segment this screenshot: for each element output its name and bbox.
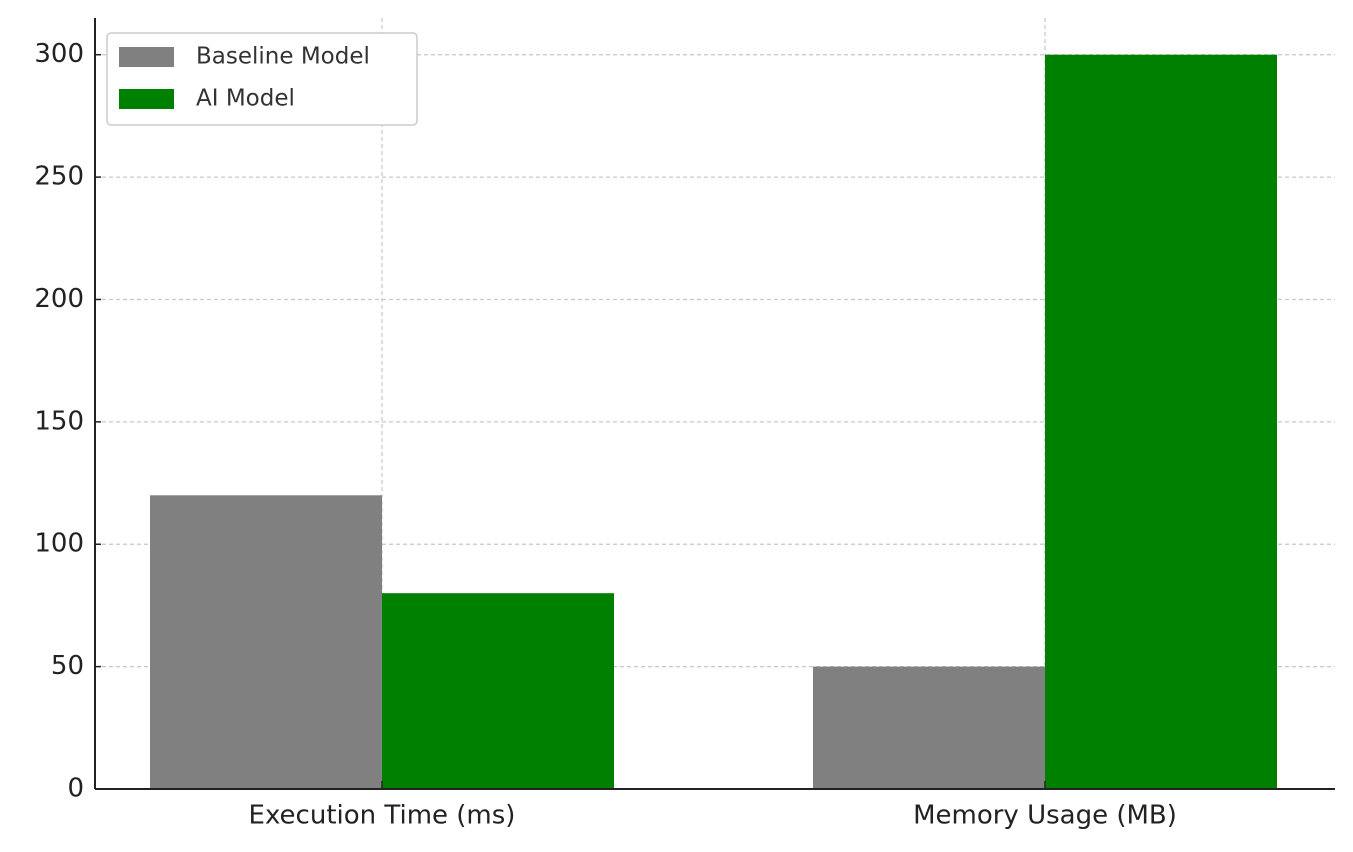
legend-label: AI Model <box>196 86 295 112</box>
bar <box>1045 54 1277 789</box>
y-tick-label: 0 <box>67 774 84 804</box>
legend-swatch <box>119 89 174 109</box>
axes: 0 50 100 150 200 250 300 Execution Time (ms) Mem… <box>34 18 1335 831</box>
y-tick-label: 150 <box>34 406 84 436</box>
legend-swatch <box>119 47 174 67</box>
y-tick-label: 100 <box>34 529 84 559</box>
legend-label: Baseline Model <box>196 44 370 70</box>
legend-box <box>106 32 418 126</box>
bars <box>150 54 1277 789</box>
y-tick-label: 300 <box>34 39 84 69</box>
legend: Baseline Model AI Model <box>106 32 418 126</box>
y-tick-label: 200 <box>34 284 84 314</box>
y-tick-label: 250 <box>34 162 84 192</box>
x-tick-label: Memory Usage (MB) <box>913 801 1177 831</box>
bar <box>813 666 1045 789</box>
bar <box>382 593 614 789</box>
x-tick-label: Execution Time (ms) <box>249 801 516 831</box>
y-tick-label: 50 <box>51 651 84 681</box>
bar <box>150 495 382 789</box>
